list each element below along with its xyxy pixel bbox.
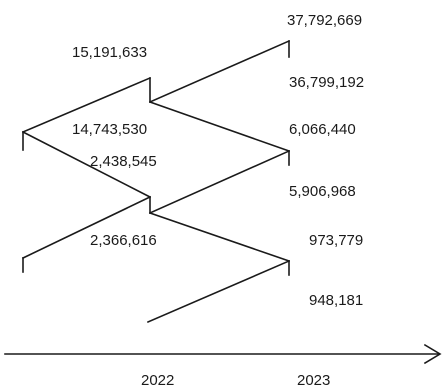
value-label: 948,181 (309, 292, 363, 309)
value-label: 14,743,530 (72, 121, 147, 138)
value-label: 2,438,545 (90, 153, 157, 170)
value-label: 15,191,633 (72, 44, 147, 61)
value-label: 37,792,669 (287, 12, 362, 29)
axis-arrowhead (423, 343, 442, 365)
value-label: 6,066,440 (289, 121, 356, 138)
edge (148, 211, 291, 263)
edge (148, 149, 291, 215)
edge (148, 100, 291, 153)
axis-tick-label: 2022 (141, 372, 174, 389)
value-label: 973,779 (309, 232, 363, 249)
edge (148, 39, 291, 104)
value-label: 5,906,968 (289, 183, 356, 200)
edge (21, 195, 152, 260)
axis-tick-label: 2023 (297, 372, 330, 389)
edge (21, 130, 152, 199)
edge (146, 259, 291, 324)
value-label: 2,366,616 (90, 232, 157, 249)
edge (21, 76, 152, 134)
value-label: 36,799,192 (289, 74, 364, 91)
